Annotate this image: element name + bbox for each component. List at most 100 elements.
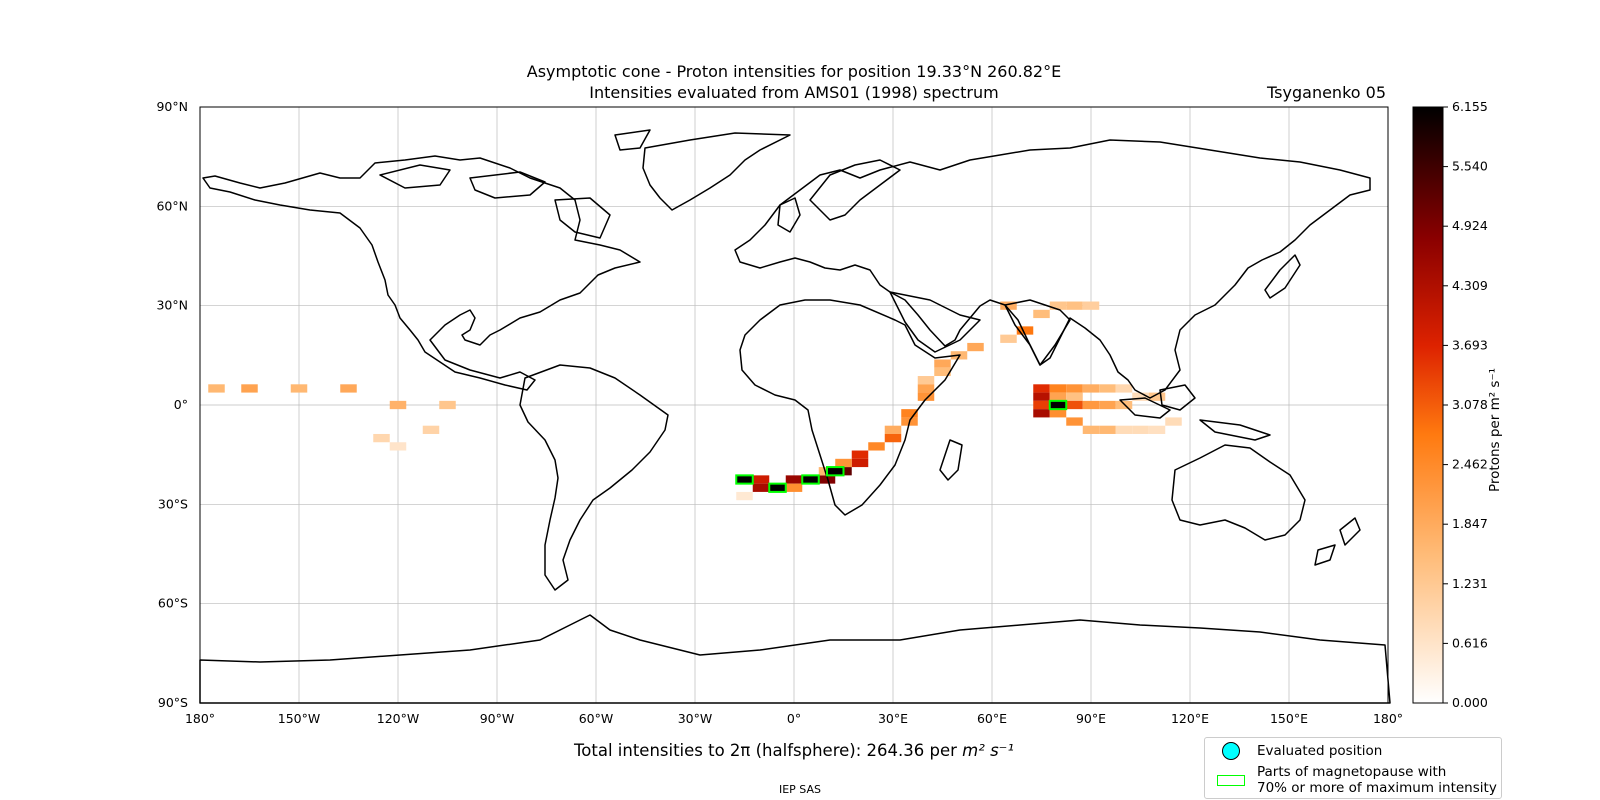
intensity-cell <box>1099 400 1116 410</box>
intensity-cell <box>901 409 918 418</box>
intensity-cell <box>1066 301 1083 310</box>
magnetopause-cell <box>826 466 845 477</box>
intensity-cell <box>884 425 902 434</box>
lat-tick-label: 60°S <box>158 596 188 611</box>
credit: IEP SAS <box>778 783 822 796</box>
total-intensity-unit: m² s⁻¹ <box>962 741 1014 760</box>
lon-tick-label: 150°E <box>1270 711 1308 726</box>
intensity-cell <box>1000 301 1017 310</box>
intensity-cell <box>1099 425 1116 434</box>
intensity-cell <box>1033 400 1050 410</box>
magnetopause-cell <box>735 474 754 485</box>
lat-tick-label: 30°S <box>158 496 188 511</box>
intensity-cell <box>785 475 803 484</box>
lon-tick-label: 180° <box>185 711 215 726</box>
evaluated-position-marker <box>1222 742 1240 760</box>
graticule <box>200 107 1388 703</box>
total-intensity-text: Total intensities to 2π (halfsphere): 26… <box>574 741 963 760</box>
colorbar-label: Protons per m² s⁻¹ <box>1487 368 1503 492</box>
lon-tick-label: 60°E <box>977 711 1007 726</box>
intensity-cell <box>1049 301 1067 310</box>
intensity-cell <box>851 458 869 468</box>
magnetopause-cell <box>768 482 787 493</box>
intensity-cell <box>868 442 885 451</box>
intensity-cell <box>1082 384 1100 393</box>
intensity-cell <box>389 400 407 410</box>
colorbar <box>1412 106 1444 704</box>
colorbar-tick-label: 1.847 <box>1452 516 1488 531</box>
intensity-cell <box>1000 334 1017 343</box>
lon-tick-label: 90°W <box>480 711 515 726</box>
colorbar-tick-label: 2.462 <box>1452 457 1488 472</box>
intensity-cell <box>340 384 357 393</box>
intensity-cell <box>1148 425 1166 434</box>
legend-item-magnetopause: Parts of magnetopause with 70% or more o… <box>1205 764 1497 796</box>
legend-item-evaluated: Evaluated position <box>1205 740 1382 762</box>
intensity-cell <box>439 400 456 410</box>
intensity-cell <box>1082 301 1100 310</box>
colorbar-tick-label: 6.155 <box>1452 99 1488 114</box>
intensity-cell <box>1082 425 1100 434</box>
longitude-tick-labels: 180° 150°W 120°W 90°W 60°W 30°W 0° 30°E 60°E 90°E… <box>185 711 1403 726</box>
lat-tick-label: 90°N <box>156 99 188 114</box>
magnetopause-highlights <box>735 399 1068 493</box>
intensity-cell <box>208 384 225 393</box>
intensity-cell <box>917 376 935 385</box>
lon-tick-label: 120°W <box>377 711 419 726</box>
lat-tick-label: 60°N <box>156 198 188 213</box>
intensity-cell <box>1082 400 1100 410</box>
intensity-cell <box>1049 409 1067 418</box>
lon-tick-label: 30°E <box>878 711 908 726</box>
intensity-cell <box>1033 409 1050 418</box>
intensity-cell <box>818 475 836 484</box>
colorbar-tick-label: 5.540 <box>1452 159 1488 174</box>
intensity-cell <box>389 442 407 451</box>
intensity-cell <box>917 384 935 393</box>
intensity-cell <box>373 433 390 443</box>
lat-tick-label: 30°N <box>156 298 188 313</box>
intensity-cell <box>1165 417 1182 426</box>
intensity-cell <box>1033 309 1050 319</box>
intensity-cell <box>1066 417 1083 426</box>
colorbar-tick-label: 4.309 <box>1452 278 1488 293</box>
lon-tick-label: 180° <box>1373 711 1403 726</box>
magnetopause-cell <box>801 474 820 485</box>
intensity-cell <box>1033 392 1050 401</box>
lon-tick-label: 30°W <box>678 711 713 726</box>
lat-tick-label: 0° <box>174 397 188 412</box>
colorbar-tick-label: 0.000 <box>1452 695 1488 710</box>
colorbar-ticks: 6.155 5.540 4.924 4.309 3.693 3.078 2.462 1.847… <box>1443 99 1488 710</box>
colorbar-tick-label: 4.924 <box>1452 218 1488 233</box>
colorbar-tick-label: 1.231 <box>1452 576 1488 591</box>
legend-label-magnetopause-1: Parts of magnetopause with <box>1257 764 1447 780</box>
legend-label-evaluated: Evaluated position <box>1257 743 1383 759</box>
lat-tick-label: 90°S <box>158 695 188 710</box>
lon-tick-label: 90°E <box>1076 711 1106 726</box>
lon-tick-label: 120°E <box>1171 711 1209 726</box>
coastlines <box>199 129 1391 704</box>
intensity-cell <box>1016 326 1034 335</box>
map-title: Asymptotic cone - Proton intensities for… <box>526 62 1062 81</box>
intensity-cell <box>752 483 770 492</box>
intensity-cell <box>1049 392 1067 401</box>
intensity-cell <box>290 384 308 393</box>
colorbar-tick-label: 3.693 <box>1452 337 1488 352</box>
intensity-cell <box>1066 400 1083 410</box>
lon-tick-label: 60°W <box>579 711 614 726</box>
intensity-cell <box>785 483 803 492</box>
intensity-cell <box>1115 384 1133 393</box>
intensity-cell <box>1132 425 1149 434</box>
legend-label-magnetopause-2: 70% or more of maximum intensity <box>1257 780 1497 796</box>
magnetopause-marker <box>1217 774 1245 786</box>
intensity-cell <box>1115 425 1133 434</box>
intensity-cell <box>1099 384 1116 393</box>
lon-tick-label: 150°W <box>278 711 320 726</box>
intensity-cell <box>1066 392 1083 401</box>
field-model-label: Tsyganenko 05 <box>1267 83 1386 102</box>
intensity-cell <box>1132 392 1149 401</box>
intensity-cell <box>422 425 440 434</box>
intensity-cell <box>241 384 258 393</box>
colorbar-tick-label: 3.078 <box>1452 397 1488 412</box>
intensity-cell <box>917 392 935 401</box>
